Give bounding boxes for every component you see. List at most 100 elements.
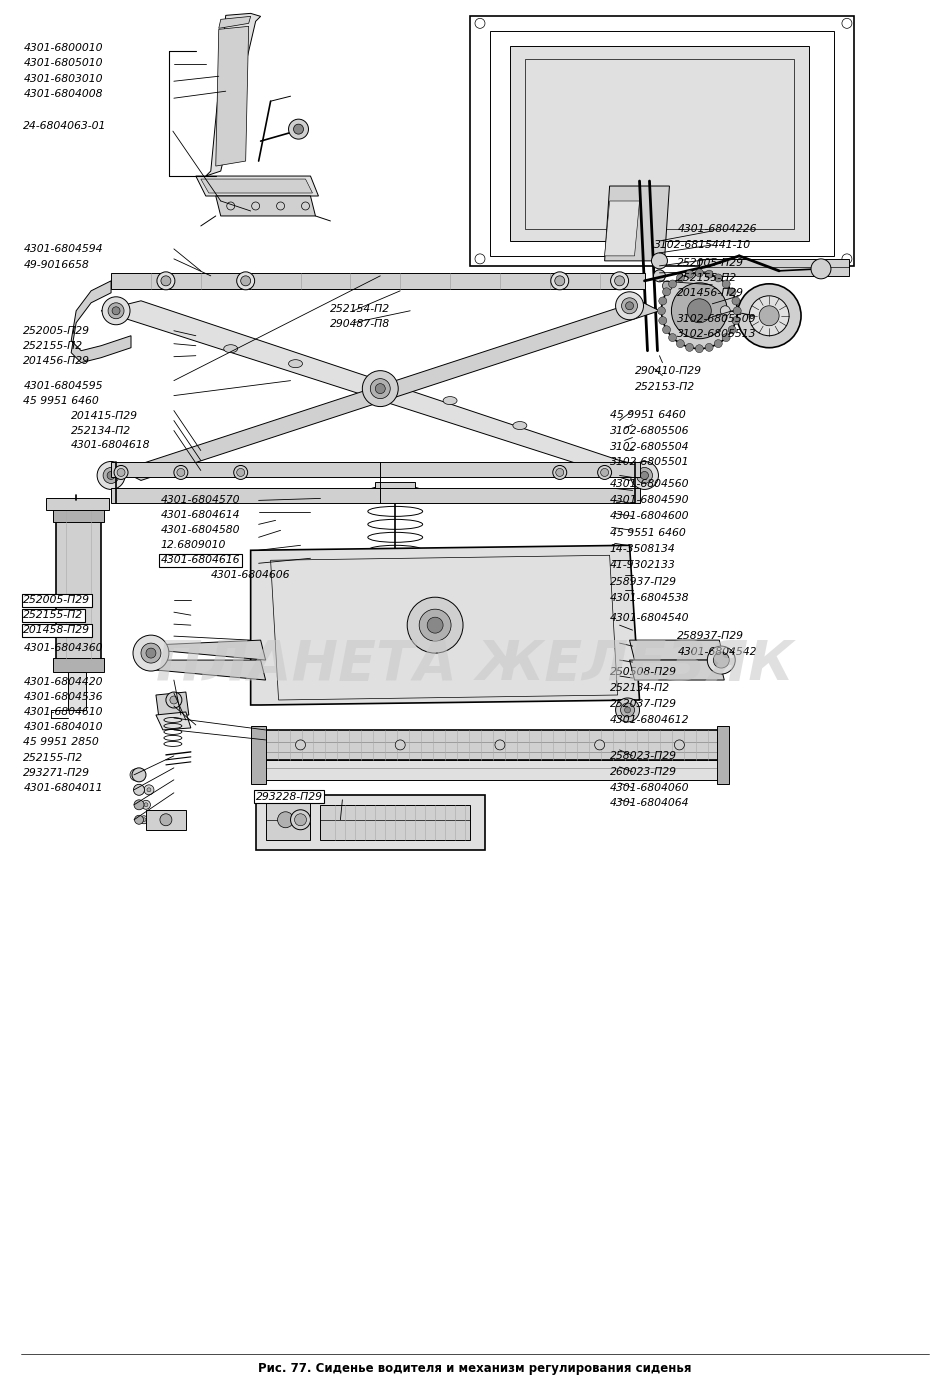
Circle shape [657, 306, 665, 315]
Circle shape [722, 280, 731, 288]
Circle shape [144, 802, 148, 807]
Text: 12.6809010: 12.6809010 [161, 540, 226, 551]
Circle shape [174, 466, 188, 480]
Text: 45 9951 6460: 45 9951 6460 [610, 410, 685, 419]
Text: Рис. 77. Сиденье водителя и механизм регулирования сиденья: Рис. 77. Сиденье водителя и механизм рег… [258, 1362, 692, 1376]
Circle shape [674, 740, 684, 749]
Text: 3102-6805509: 3102-6805509 [677, 313, 757, 324]
Text: 260023-П29: 260023-П29 [610, 768, 676, 777]
Circle shape [112, 306, 120, 315]
Text: 4301-6804606: 4301-6804606 [211, 570, 291, 580]
Circle shape [705, 344, 713, 351]
Circle shape [134, 784, 144, 795]
Circle shape [624, 707, 631, 713]
Circle shape [294, 814, 307, 826]
Circle shape [714, 340, 722, 348]
Circle shape [658, 316, 667, 324]
Circle shape [289, 119, 309, 140]
Text: 293228-П29: 293228-П29 [256, 791, 323, 802]
Circle shape [616, 698, 639, 721]
Circle shape [733, 306, 741, 315]
Ellipse shape [384, 589, 407, 597]
Text: 4301-6804612: 4301-6804612 [610, 714, 689, 726]
Text: 4301-6804618: 4301-6804618 [71, 439, 151, 450]
Circle shape [654, 270, 665, 282]
Text: 4301-6804060: 4301-6804060 [610, 783, 689, 793]
Text: 4301-6803010: 4301-6803010 [24, 74, 103, 84]
Polygon shape [200, 179, 313, 193]
Circle shape [722, 334, 731, 341]
Circle shape [102, 296, 130, 324]
Text: 290487-П8: 290487-П8 [331, 319, 390, 329]
Text: 201415-П29: 201415-П29 [71, 411, 138, 421]
Text: 4301-6800010: 4301-6800010 [24, 43, 103, 53]
Polygon shape [251, 726, 266, 784]
Circle shape [395, 740, 406, 749]
Bar [256, 795, 484, 850]
Polygon shape [699, 259, 849, 275]
Circle shape [157, 271, 175, 289]
Polygon shape [151, 660, 266, 679]
Text: 252155-П2: 252155-П2 [24, 610, 84, 621]
Circle shape [177, 468, 185, 477]
Polygon shape [206, 14, 260, 176]
Ellipse shape [361, 584, 429, 603]
Circle shape [108, 303, 124, 319]
Ellipse shape [372, 587, 418, 600]
Circle shape [662, 281, 673, 291]
Text: 201456-П29: 201456-П29 [24, 355, 90, 366]
Text: 4301-6804360: 4301-6804360 [24, 643, 103, 653]
Text: 3102-6805501: 3102-6805501 [610, 457, 689, 467]
Circle shape [598, 466, 612, 480]
Text: 252134-П2: 252134-П2 [610, 684, 670, 693]
Text: 4301-6804594: 4301-6804594 [24, 243, 103, 254]
Circle shape [611, 271, 629, 289]
Polygon shape [266, 800, 311, 840]
Polygon shape [53, 509, 104, 523]
Polygon shape [68, 672, 86, 710]
Polygon shape [604, 186, 670, 261]
Polygon shape [156, 692, 189, 719]
Polygon shape [630, 640, 724, 660]
Text: 3102-6805513: 3102-6805513 [677, 329, 757, 338]
Circle shape [135, 815, 143, 825]
Polygon shape [216, 196, 315, 215]
Circle shape [114, 466, 128, 480]
Circle shape [130, 769, 142, 781]
Ellipse shape [224, 345, 238, 352]
Circle shape [620, 703, 635, 717]
Text: 4301-6804610: 4301-6804610 [24, 707, 103, 717]
Circle shape [615, 275, 624, 285]
Circle shape [759, 306, 779, 326]
Circle shape [142, 800, 150, 809]
Polygon shape [251, 545, 639, 705]
Circle shape [676, 274, 684, 282]
Text: 24-6804063-01: 24-6804063-01 [24, 122, 106, 131]
Circle shape [142, 818, 146, 822]
Circle shape [227, 201, 235, 210]
Circle shape [170, 696, 178, 705]
Polygon shape [53, 658, 104, 672]
Text: 258937-П29: 258937-П29 [610, 577, 676, 587]
Text: 252005-П29: 252005-П29 [677, 257, 745, 268]
Circle shape [97, 461, 125, 489]
Circle shape [144, 784, 154, 795]
Circle shape [705, 270, 713, 278]
Circle shape [277, 812, 294, 828]
Text: 4301-6804590: 4301-6804590 [610, 495, 689, 506]
Circle shape [658, 296, 667, 305]
Circle shape [370, 379, 390, 398]
Circle shape [737, 284, 801, 348]
Text: 41-9302133: 41-9302133 [610, 561, 675, 570]
Circle shape [294, 124, 303, 134]
Circle shape [669, 334, 676, 341]
Circle shape [234, 466, 248, 480]
Circle shape [166, 692, 181, 707]
Circle shape [728, 326, 736, 334]
Text: 252155-П2: 252155-П2 [677, 273, 737, 282]
Text: 258937-П29: 258937-П29 [677, 630, 745, 642]
Circle shape [495, 740, 504, 749]
Circle shape [362, 370, 398, 407]
Text: 252154-П2: 252154-П2 [331, 303, 390, 313]
Circle shape [295, 740, 306, 749]
